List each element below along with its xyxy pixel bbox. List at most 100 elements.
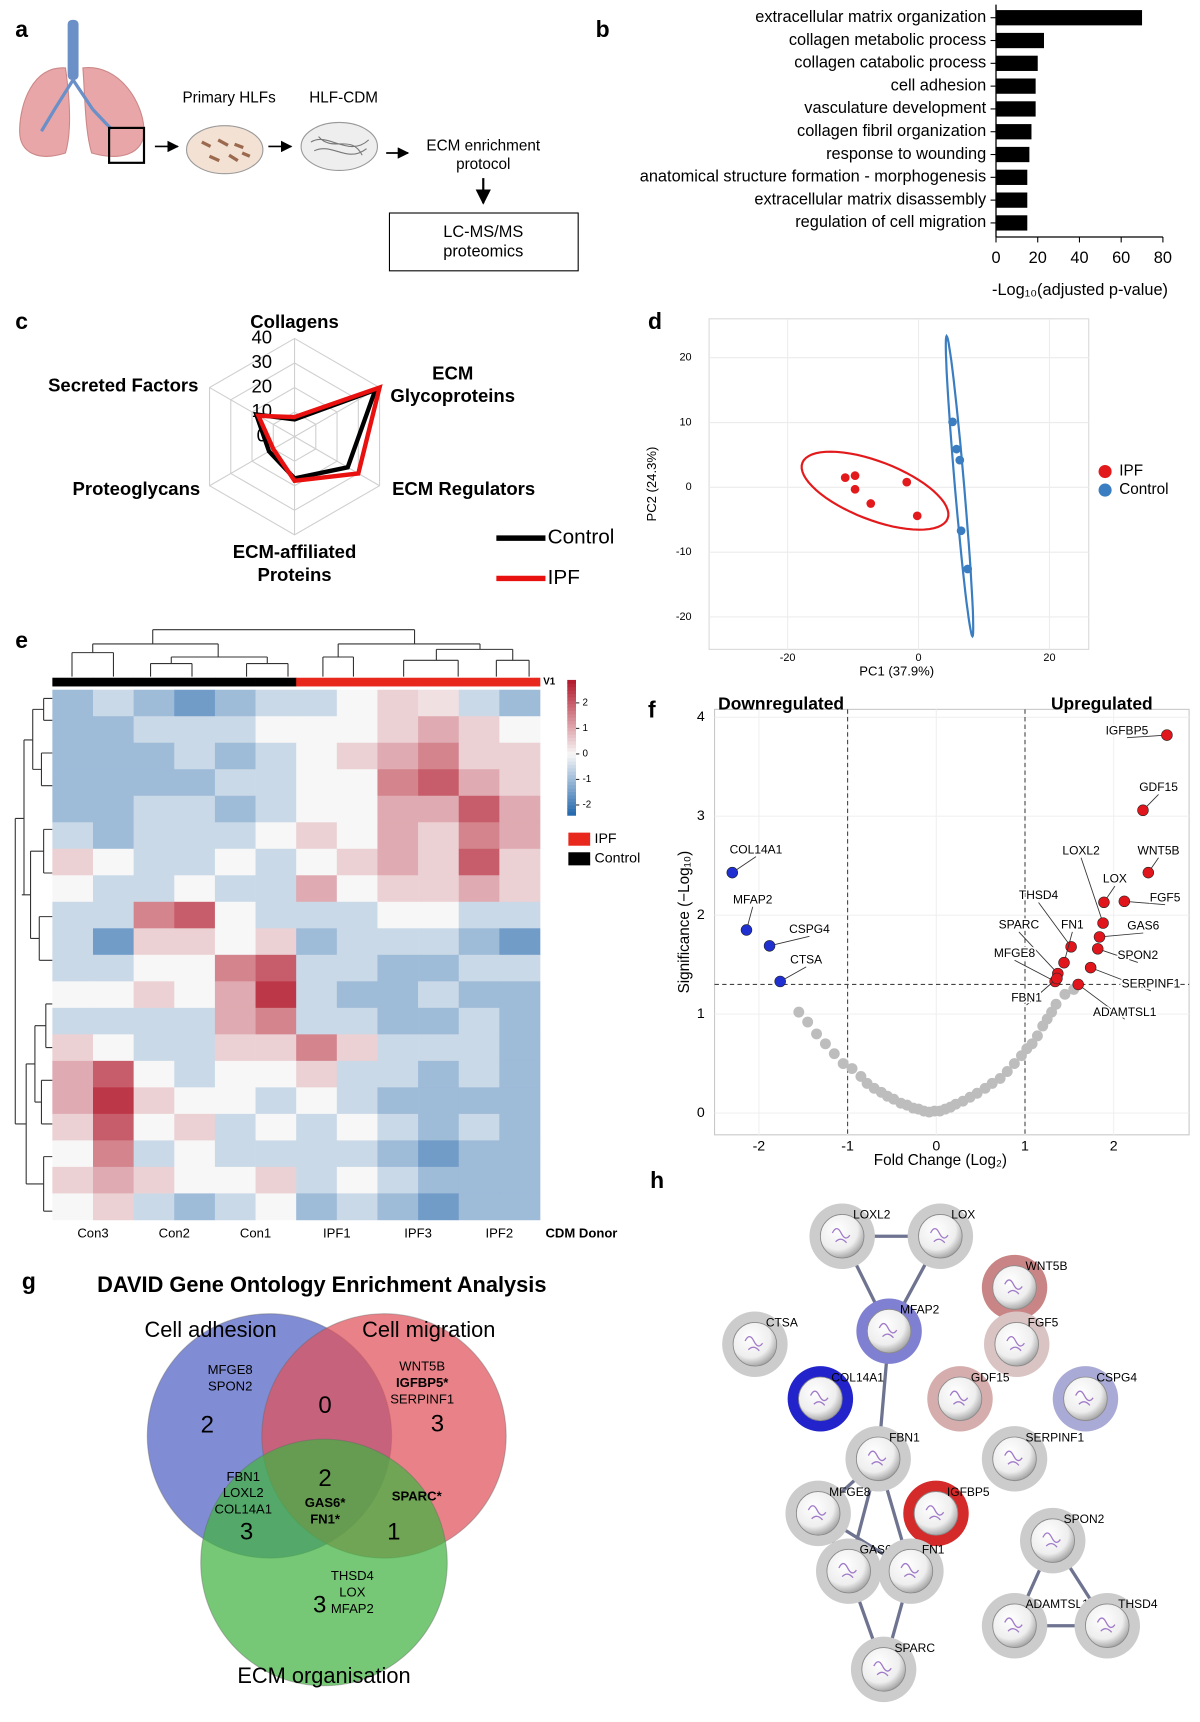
point	[1084, 961, 1097, 974]
gene-label: THSD4	[331, 1568, 374, 1583]
region-count: 1	[387, 1518, 400, 1545]
leader-line	[1077, 984, 1125, 1020]
x-tick-label: 1	[1021, 1139, 1029, 1155]
heat-cell	[174, 1140, 216, 1168]
point	[1072, 978, 1084, 991]
node-label: SPARC	[895, 1641, 936, 1655]
colorbar-segment	[567, 811, 576, 816]
x-tick-label: -1	[841, 1139, 854, 1155]
protein-structure	[831, 1228, 851, 1244]
heat-cell	[418, 1113, 460, 1141]
heat-cell	[418, 1034, 460, 1062]
x-tick-label: 2	[1110, 1139, 1118, 1155]
heat-cell	[336, 822, 378, 850]
node-label: CTSA	[766, 1316, 798, 1330]
node	[1030, 1518, 1075, 1563]
heat-cell	[133, 981, 175, 1009]
protein-structure	[929, 1228, 949, 1244]
colorbar-tick-label: 0	[583, 749, 589, 760]
heat-cell	[214, 1140, 256, 1168]
protein-structure	[809, 1390, 829, 1406]
point	[855, 1070, 867, 1082]
node-label: MFAP2	[900, 1303, 940, 1317]
heat-cell	[174, 1034, 216, 1062]
axis-label: Glycoproteins	[390, 385, 515, 406]
heat-cell	[133, 954, 175, 982]
heat-cell	[133, 1166, 175, 1194]
heat-cell	[174, 1193, 216, 1221]
venn-title: DAVID Gene Ontology Enrichment Analysis	[97, 1272, 546, 1297]
heat-cell	[214, 1113, 256, 1141]
leader-line	[1099, 932, 1144, 938]
venn-set	[200, 1438, 448, 1687]
point	[740, 924, 753, 936]
annotation: Downregulated	[718, 694, 844, 714]
heat-cell	[336, 1113, 378, 1141]
heat-cell	[255, 1140, 297, 1168]
heat-cell	[458, 1166, 500, 1194]
y-tick-label: 2	[697, 907, 705, 923]
heat-cell	[214, 1166, 256, 1194]
heat-cell	[93, 901, 134, 929]
protein-structure	[807, 1505, 827, 1521]
category-label: extracellular matrix organization	[755, 8, 986, 26]
point	[1050, 998, 1062, 1010]
heat-cell	[255, 1034, 297, 1062]
heat-cell	[133, 1113, 175, 1141]
protein-structure	[873, 1661, 892, 1677]
heat-cell	[377, 928, 419, 956]
heat-cell	[174, 981, 216, 1009]
node	[1063, 1376, 1108, 1422]
annotation-cell	[458, 677, 500, 687]
heat-cell	[214, 1034, 256, 1062]
heat-cell	[336, 716, 378, 744]
confidence-ellipse	[800, 450, 950, 531]
panel-label: f	[648, 697, 656, 723]
node	[888, 1548, 934, 1594]
annotation-cell	[214, 677, 256, 687]
heat-cell	[174, 1060, 216, 1088]
node-label: LOX	[951, 1208, 975, 1222]
point-label: GAS6	[1127, 919, 1159, 933]
colorbar-segment	[567, 727, 576, 732]
protein-structure	[878, 1322, 898, 1339]
bar	[996, 124, 1032, 140]
heat-cell	[133, 875, 175, 903]
heat-cell	[214, 689, 256, 717]
heat-cell	[296, 875, 338, 903]
heat-cell	[52, 954, 94, 982]
heat-cell	[336, 981, 378, 1009]
node-label: COL14A1	[831, 1370, 884, 1384]
category-label: collagen catabolic process	[794, 54, 986, 72]
x-tick-label: 60	[1112, 249, 1130, 267]
heat-cell	[458, 769, 500, 797]
heat-cell	[458, 954, 500, 982]
x-axis-title: Fold Change (Log₂)	[874, 1152, 1007, 1169]
point	[840, 473, 850, 482]
heat-cell	[133, 795, 175, 823]
point-label: SPON2	[1117, 948, 1158, 962]
x-tick-label: 20	[1043, 652, 1055, 664]
colorbar-tick-label: -2	[583, 800, 592, 811]
heat-cell	[296, 795, 338, 823]
heat-cell	[255, 954, 297, 982]
step-label: ECM enrichment	[426, 137, 540, 154]
x-axis-title: PC1 (37.9%)	[859, 664, 934, 679]
colorbar-segment	[567, 737, 576, 742]
colorbar-segment	[567, 696, 576, 701]
set-label: Cell adhesion	[144, 1317, 276, 1342]
heat-cell	[214, 875, 256, 903]
bar	[996, 101, 1036, 117]
leader-line	[1090, 967, 1152, 992]
colorbar-segment	[567, 730, 576, 735]
heat-cell	[133, 689, 175, 717]
colorbar-segment	[567, 767, 576, 772]
bar	[996, 169, 1028, 185]
point	[1065, 941, 1077, 953]
spoke	[209, 436, 295, 487]
y-tick-label: -20	[676, 611, 692, 623]
point	[763, 940, 776, 952]
point	[850, 484, 860, 494]
x-tick-label: -2	[753, 1139, 766, 1155]
gene-label: FN1*	[310, 1511, 341, 1526]
